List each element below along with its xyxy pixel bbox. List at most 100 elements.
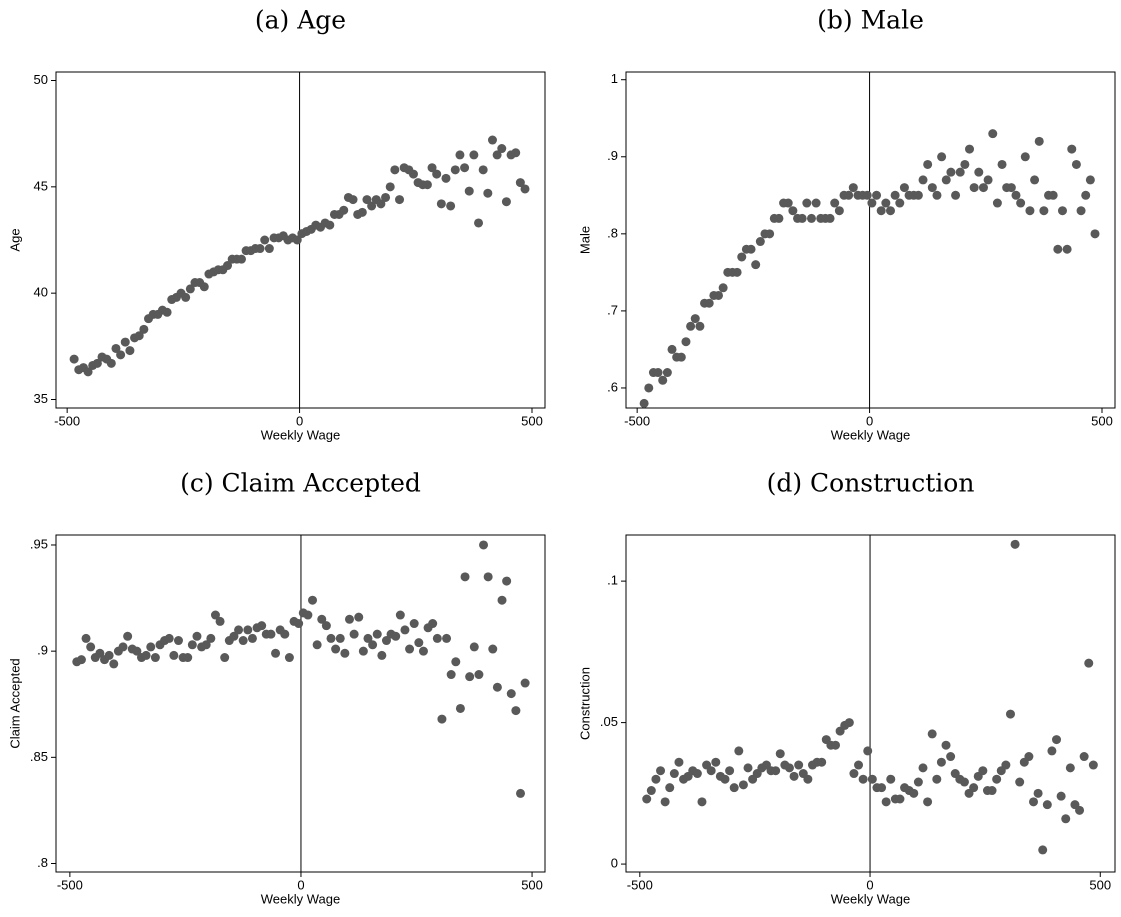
point [243,625,253,635]
point [192,631,202,641]
y-tick-label: .9 [37,643,48,658]
point [817,757,827,767]
point [653,368,663,378]
point [803,774,813,784]
point [236,254,246,264]
x-tick-label: 0 [866,877,873,892]
point [408,169,418,179]
point [951,190,961,200]
point [784,763,794,773]
point [913,190,923,200]
point [390,165,400,175]
point [849,769,859,779]
point [506,689,516,699]
point [718,283,728,293]
point [183,653,193,663]
point [400,625,410,635]
point [312,640,322,650]
point [1016,198,1026,208]
point [1090,229,1100,239]
point [1067,144,1077,154]
point [1061,814,1071,824]
point [520,678,530,688]
point [367,201,377,211]
point [1052,735,1062,745]
point [918,175,928,185]
point [86,642,96,652]
x-tick-label: -500 [54,413,80,428]
point [909,788,919,798]
point [720,774,730,784]
point [391,631,401,641]
point [150,653,160,663]
point [895,794,905,804]
point [280,629,290,639]
point [460,572,470,582]
point [1020,152,1030,162]
point [1033,788,1043,798]
point [120,337,130,347]
point [492,682,502,692]
panel-title: (c) Claim Accepted [180,469,421,498]
point [363,633,373,643]
point [1062,244,1072,254]
point [788,206,798,216]
point [1030,175,1040,185]
point [181,292,191,302]
point [441,173,451,183]
x-tick-label: 0 [297,877,304,892]
point [223,261,233,271]
point [260,235,270,245]
point [325,220,335,230]
point [339,205,349,215]
point [987,786,997,796]
point [446,670,456,680]
point [210,610,220,620]
point [848,183,858,193]
point [515,178,525,188]
y-tick-label: 50 [34,72,48,87]
point [106,358,116,368]
point [656,766,666,776]
point [704,298,714,308]
point [354,612,364,622]
point [974,167,984,177]
point [1038,845,1048,855]
point [774,213,784,223]
point [271,648,281,658]
point [83,367,93,377]
point [927,729,937,739]
point [695,321,705,331]
point [502,576,512,586]
point [125,346,135,356]
point [409,619,419,629]
x-tick-label: 500 [521,413,543,428]
point [988,129,998,139]
x-axis-label: Weekly Wage [831,891,910,906]
point [789,771,799,781]
x-tick-label: 500 [1089,877,1111,892]
point [1084,658,1094,668]
point [669,769,679,779]
point [206,633,216,643]
point [1024,752,1034,762]
point [348,195,358,205]
point [941,740,951,750]
point [132,646,142,656]
point [69,354,79,364]
point [1015,777,1025,787]
point [422,180,432,190]
point [164,633,174,643]
y-tick-label: 45 [34,178,48,193]
point [220,653,230,663]
point [436,199,446,209]
y-axis-label: Claim Accepted [7,658,22,748]
point [729,783,739,793]
point [686,321,696,331]
point [465,672,475,682]
point [932,774,942,784]
y-tick-label: .9 [607,148,618,163]
point [794,760,804,770]
point [755,237,765,247]
